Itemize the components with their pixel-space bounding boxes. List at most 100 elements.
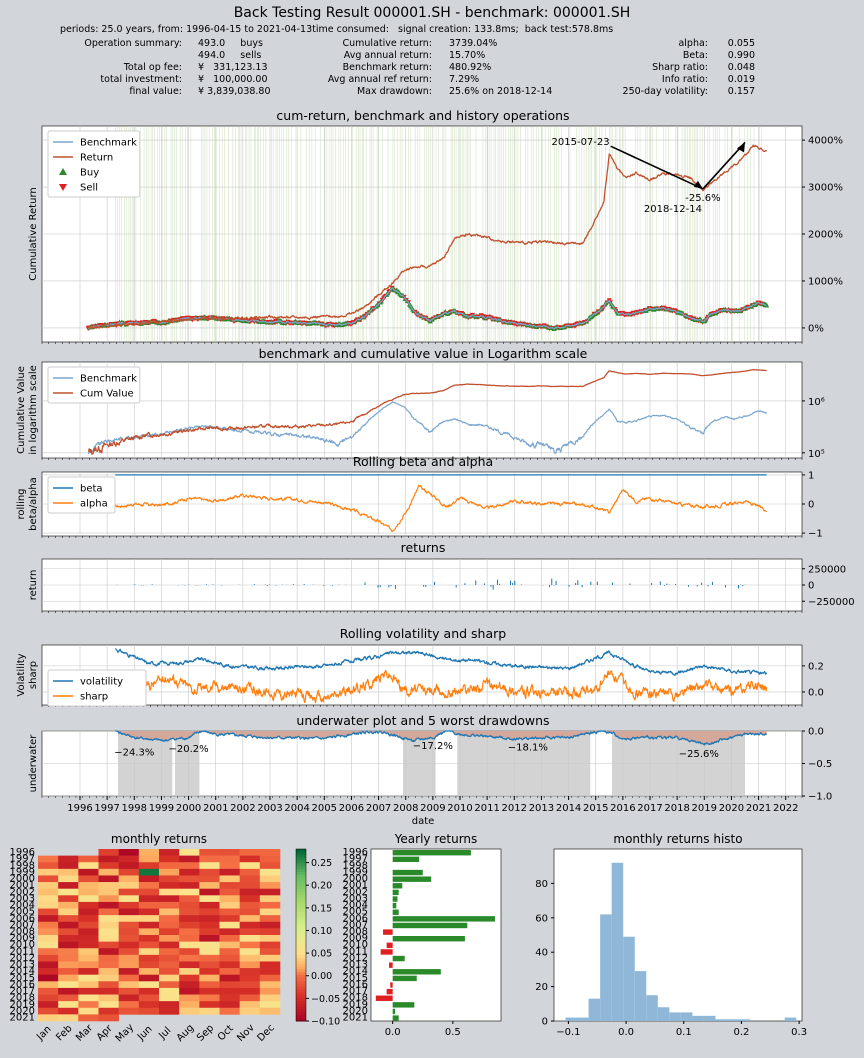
heatmap-year-label: 2014	[10, 966, 35, 977]
histo-bar	[727, 1019, 739, 1021]
heatmap-cell	[239, 895, 261, 903]
heatmap-cell	[78, 915, 99, 923]
heatmap-cell	[179, 855, 200, 863]
heatmap-cell	[159, 935, 180, 942]
vol-sharp-ytick-label: 0.0	[808, 687, 824, 698]
summary-col1-values-4: ¥ 3,839,038.80	[198, 86, 271, 97]
heatmap-cell	[179, 849, 200, 856]
histo-xtick-label: 0.1	[676, 1027, 692, 1038]
heatmap-cell	[78, 875, 99, 883]
heatmap-cell	[138, 888, 160, 896]
yearly-bar	[392, 909, 399, 915]
heatmap-cell	[98, 961, 119, 969]
yearly-year-label: 1997	[343, 854, 368, 865]
heatmap-cell	[159, 968, 180, 975]
heatmap-cell	[159, 954, 180, 962]
colorbar-segment	[296, 989, 306, 993]
worst-drawdown-label: −18.1%	[508, 743, 548, 754]
heatmap-year-label: 2003	[10, 893, 35, 904]
colorbar-segment	[296, 972, 306, 976]
heatmap-cell	[38, 855, 59, 863]
heatmap-cell	[219, 987, 240, 995]
yearly-year-label: 2008	[343, 927, 368, 938]
summary-col1-labels-0: Operation summary:	[84, 38, 182, 49]
heatmap-cell	[179, 921, 200, 929]
alpha-line	[114, 484, 768, 533]
heatmap-cell	[199, 895, 220, 903]
heatmap-cell	[159, 994, 180, 1002]
year-tick-label: 1999	[149, 803, 174, 814]
yearly-year-label: 2020	[343, 1006, 368, 1017]
heatmap-cell	[38, 954, 59, 962]
summary-col2-values-3: 7.29%	[449, 74, 480, 85]
heatmap-cell	[98, 954, 119, 962]
heatmap-cell	[118, 1007, 140, 1015]
heatmap-cell	[78, 862, 99, 870]
sell-marker-icon	[59, 184, 67, 191]
heatmap-cell	[199, 948, 220, 956]
heatmap-cell	[98, 855, 119, 863]
colorbar-segment	[296, 900, 306, 904]
heatmap-cell	[219, 1001, 240, 1009]
year-tick-label: 2022	[773, 803, 798, 814]
cum-return-legend-label: Benchmark	[80, 138, 137, 149]
beta-alpha-ylabel: rolling	[16, 488, 27, 519]
heatmap-cell	[78, 901, 99, 909]
cum-return-ytick-label: 2000%	[808, 230, 843, 241]
histo-bar	[588, 998, 601, 1021]
yearly-bar	[390, 982, 393, 988]
heatmap-cell	[259, 908, 281, 916]
histo-bar	[565, 1017, 578, 1021]
heatmap-cell	[159, 855, 180, 863]
histo-xtick-label: −0.1	[556, 1027, 580, 1038]
heatmap-cell	[58, 981, 79, 989]
heatmap-cell	[138, 974, 160, 982]
colorbar-segment	[296, 1009, 306, 1013]
yearly-bar	[392, 936, 465, 942]
summary-col3-values-2: 0.048	[727, 62, 755, 73]
summary-col1-values-1: 494.0 sells	[198, 50, 262, 61]
colorbar-segment	[296, 926, 306, 930]
year-tick-label: 2011	[474, 803, 499, 814]
heatmap-cell	[259, 868, 281, 876]
arrow-head-icon	[737, 142, 745, 153]
colorbar-segment	[296, 860, 306, 864]
heatmap-cell	[179, 941, 200, 949]
yearly-year-label: 2016	[343, 979, 368, 990]
colorbar-segment	[296, 935, 306, 939]
histo-bar	[738, 1019, 751, 1021]
year-tick-label: 2017	[637, 803, 662, 814]
yearly-bar	[375, 995, 393, 1001]
heatmap-cell	[38, 868, 59, 876]
colorbar-segment	[296, 874, 306, 879]
heatmap-cell	[199, 855, 220, 863]
year-tick-label: 2015	[583, 803, 608, 814]
colorbar-segment	[296, 963, 306, 968]
heatmap-cell	[239, 1007, 261, 1015]
heatmap-cell	[179, 1007, 200, 1015]
heatmap-month-label: Jul	[156, 1025, 173, 1042]
histo-frame	[553, 848, 803, 1022]
log-cum-value-line	[87, 368, 767, 455]
colorbar-segment	[296, 983, 306, 988]
heatmap-cell	[78, 1007, 99, 1015]
colorbar-segment	[296, 992, 306, 996]
heatmap-cell	[98, 921, 119, 929]
heatmap-cell	[179, 948, 200, 956]
heatmap-cell	[219, 961, 240, 969]
heatmap-cell	[78, 994, 99, 1002]
heatmap-cell	[78, 855, 99, 863]
heatmap-cell	[159, 915, 180, 923]
summary-col2-labels-2: Benchmark return:	[342, 62, 432, 73]
heatmap-cell	[199, 915, 220, 923]
cum-return-ytick-label: 3000%	[808, 183, 843, 194]
underwater-line	[115, 730, 768, 746]
heatmap-cell	[219, 855, 240, 863]
heatmap-year-label: 1996	[10, 847, 35, 858]
histo-bar	[611, 862, 624, 1021]
heatmap-cell	[159, 868, 180, 876]
heatmap-cell	[219, 915, 240, 923]
heatmap-cell	[138, 868, 160, 876]
colorbar-segment	[296, 906, 306, 910]
year-tick-label: 1998	[122, 803, 147, 814]
